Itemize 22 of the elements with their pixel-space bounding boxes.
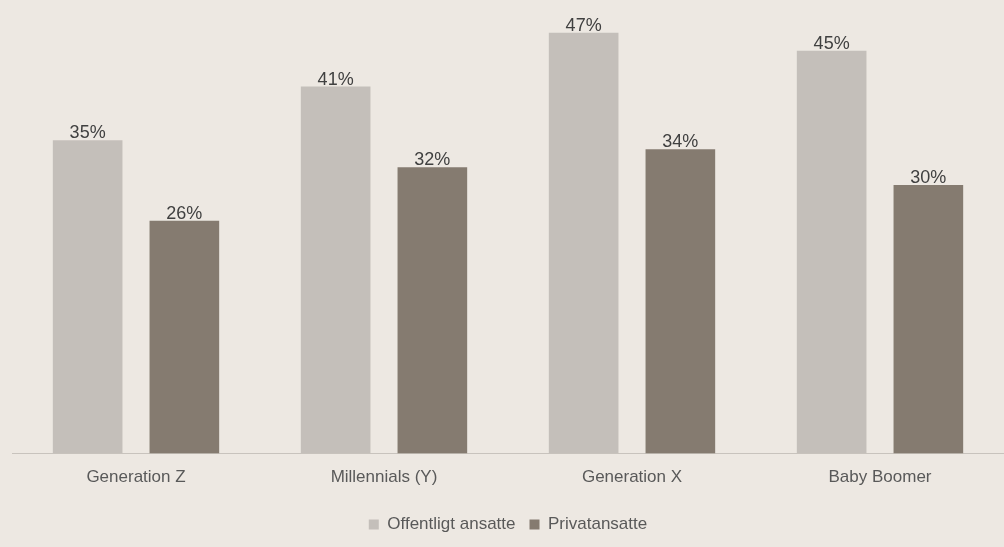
x-tick-label: Generation X [581, 467, 683, 487]
bar [149, 220, 220, 454]
data-label: 32% [414, 149, 451, 170]
data-label: 26% [166, 202, 203, 223]
x-tick-label: Millennials (Y) [330, 467, 438, 487]
x-tick-label: Baby Boomer [828, 467, 932, 487]
bar [52, 140, 123, 454]
data-label: 30% [910, 167, 947, 188]
bar [300, 86, 371, 454]
data-label: 45% [813, 32, 850, 53]
bar [548, 32, 619, 454]
data-label: 35% [69, 122, 106, 143]
bar [796, 50, 867, 454]
bar [645, 149, 716, 454]
legend-label: Privatansatte [548, 514, 648, 534]
data-label: 41% [317, 68, 354, 89]
bar [893, 185, 964, 454]
x-tick-label: Generation Z [86, 467, 186, 487]
bar [397, 167, 468, 454]
data-label: 47% [565, 14, 602, 35]
data-label: 34% [662, 131, 699, 152]
legend-label: Offentligt ansatte [387, 514, 516, 534]
